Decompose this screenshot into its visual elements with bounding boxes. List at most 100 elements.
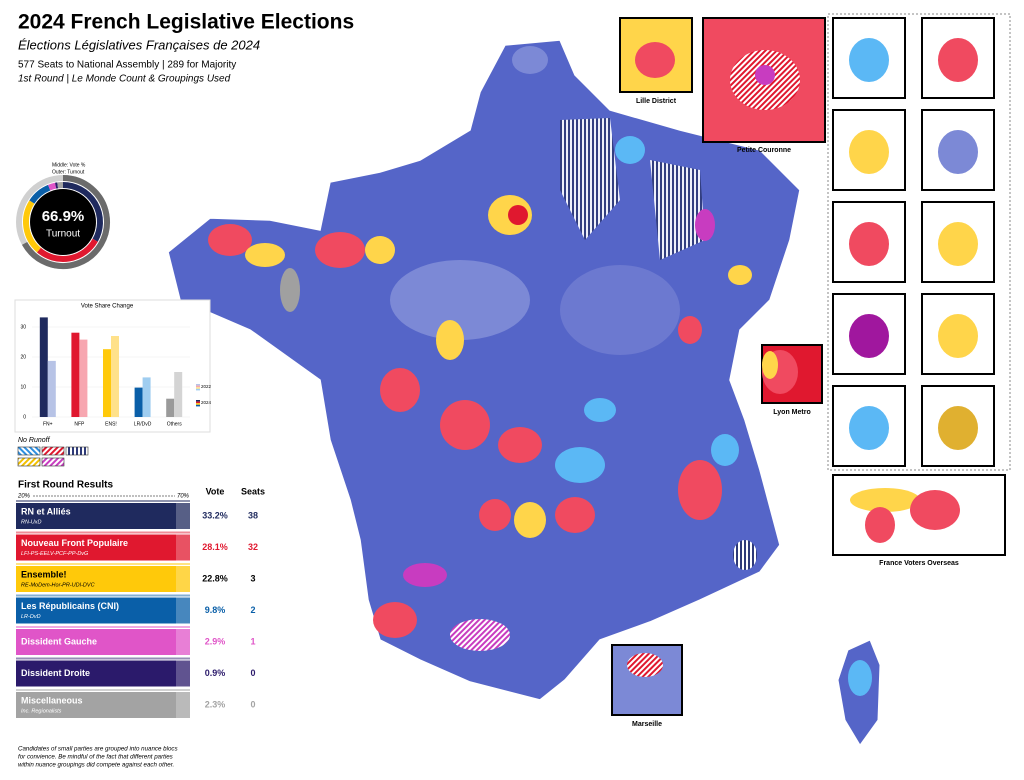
row-strip [16, 626, 190, 628]
column-header: Vote [206, 486, 225, 496]
y-tick-label: 30 [20, 324, 26, 330]
seat-count: 0 [250, 668, 255, 678]
territory [849, 406, 889, 450]
legend-swatch [196, 401, 200, 404]
row-fringe [176, 629, 190, 655]
y-tick-label: 10 [20, 384, 26, 390]
party-name: Les Républicains (CNI) [21, 601, 119, 611]
row-bar [16, 503, 190, 529]
footnote: Candidates of small parties are grouped … [18, 746, 178, 769]
donut-center [30, 189, 96, 255]
turnout-donut [16, 175, 110, 269]
results-title: First Round Results [18, 480, 113, 491]
party-subtitle: LFI-PS-EELV-PCF-PP-DvG [21, 551, 89, 557]
x-tick-label: FN+ [43, 421, 53, 427]
subtitle: Élections Législatives Françaises de 202… [18, 37, 260, 52]
row-fringe [176, 660, 190, 687]
overseas-frame [827, 13, 1011, 471]
scale-label: 70% [177, 494, 190, 500]
legend-swatch [196, 388, 200, 391]
row-fringe [176, 597, 190, 624]
scale-label: 20% [17, 494, 31, 500]
bar [134, 387, 143, 417]
party-subtitle: RE-MoDem-Hor-PR-UDI-DVC [21, 582, 95, 588]
row-bar [16, 566, 190, 592]
territory [938, 222, 978, 266]
territory [938, 406, 978, 450]
row-bar [16, 692, 190, 718]
vote-share: 2.3% [205, 699, 226, 709]
x-tick-label: ENS! [105, 421, 117, 427]
inset-label: Lille District [636, 98, 677, 105]
bar [103, 349, 111, 417]
vote-share: 0.9% [205, 668, 226, 678]
party-subtitle: LR-DvD [21, 614, 41, 620]
row-strip [16, 657, 190, 660]
party-name: Dissident Gauche [21, 636, 97, 646]
legend-label: 2022 [201, 384, 212, 389]
seat-count: 32 [248, 542, 258, 552]
inset-label: Marseille [632, 721, 662, 728]
party-name: Dissident Droite [21, 668, 90, 678]
inset-label: Lyon Metro [773, 409, 810, 416]
party-subtitle: RN-UxD [21, 519, 41, 525]
footnote-line: within nuance groupings did compete agai… [18, 762, 174, 769]
row-bar [16, 660, 190, 687]
row-fringe [176, 692, 190, 718]
map [167, 39, 881, 746]
footnote-line: for convience. Be mindful of the fact th… [18, 754, 173, 761]
legend-swatch [196, 403, 200, 405]
row-bar [16, 629, 190, 655]
legend-swatch [196, 404, 200, 407]
territory [849, 38, 889, 82]
inset-label: Petite Couronne [737, 147, 791, 154]
bar [71, 332, 80, 417]
bar [79, 339, 88, 417]
row-bar [16, 534, 190, 561]
territory [938, 130, 978, 174]
vote-share: 28.1% [202, 542, 228, 552]
legend-label: 2024 [201, 400, 212, 405]
row-strip [16, 531, 190, 534]
territory [849, 314, 889, 358]
y-tick-label: 20 [20, 354, 26, 360]
results-rows: RN et Alliés RN-UxD 33.2% 38 Nouveau Front P… [16, 500, 258, 718]
row-fringe [176, 566, 190, 592]
row-bar [16, 597, 190, 624]
territory [849, 222, 889, 266]
x-tick-label: NFP [74, 421, 85, 427]
bar [47, 360, 56, 417]
territory [938, 314, 978, 358]
header-line: 577 Seats to National Assembly | 289 for… [18, 60, 236, 71]
legend-title: No Runoff [18, 437, 51, 444]
y-tick-label: 0 [23, 414, 26, 420]
legend-swatch [196, 385, 200, 388]
bar [174, 372, 183, 417]
seat-count: 3 [250, 573, 255, 583]
legend-swatch [196, 400, 200, 402]
party-subtitle: Inc. Regionalists [21, 708, 62, 714]
territory [849, 130, 889, 174]
party-name: Miscellaneous [21, 695, 83, 705]
vote-segment [62, 182, 103, 242]
row-fringe [176, 503, 190, 529]
turnout-value: 66.9% [42, 208, 85, 225]
bar [142, 377, 151, 417]
row-strip [16, 594, 190, 597]
territory [938, 38, 978, 82]
legend-swatch [196, 384, 200, 386]
vote-segment [36, 238, 98, 262]
seat-count: 1 [250, 636, 255, 646]
x-tick-label: LR/DvD [134, 421, 152, 427]
chart-title: Vote Share Change [81, 304, 134, 310]
row-strip [16, 500, 190, 502]
runoff-swatches [17, 446, 89, 467]
donut-legend: Middle: Vote % [52, 162, 86, 168]
vote-share: 2.9% [205, 636, 226, 646]
donut-legend: Outer: Turnout [52, 169, 85, 175]
turnout-arc [21, 175, 110, 269]
mainland [167, 39, 801, 701]
legend-swatch [196, 387, 200, 389]
vote-segment [23, 200, 41, 253]
